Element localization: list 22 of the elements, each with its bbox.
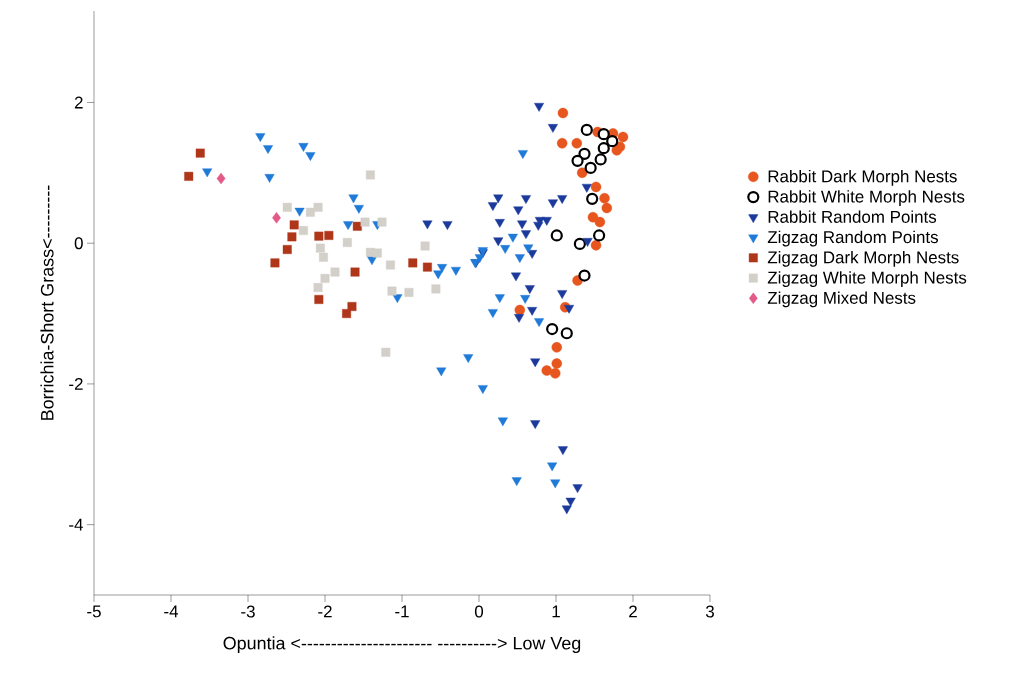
legend-label: Zigzag Mixed Nests — [767, 291, 916, 308]
x-tick-label: -3 — [241, 605, 255, 618]
x-tick-label: 0 — [474, 605, 484, 618]
x-tick-label: 1 — [552, 605, 560, 618]
legend-label: Zigzag Random Points — [767, 230, 938, 247]
legend-label: Rabbit Random Points — [768, 210, 937, 223]
y-tick-label: 2 — [74, 96, 83, 109]
legend-label: Rabbit Dark Morph Nests — [768, 169, 957, 186]
y-tick-label: -2 — [69, 378, 83, 390]
y-tick-label: 0 — [74, 237, 83, 250]
y-axis-title: Borrichia-Short Grass<--------- — [40, 185, 54, 420]
x-tick-label: -4 — [164, 605, 179, 618]
x-tick-label: 2 — [629, 605, 637, 618]
x-tick-label: 3 — [705, 605, 714, 618]
legend-label: Zigzag Dark Morph Nests — [767, 250, 959, 267]
x-tick-label: -5 — [87, 605, 101, 618]
y-tick-label: -4 — [69, 518, 83, 531]
x-tick-label: -1 — [395, 605, 409, 618]
legend-label: Rabbit White Morph Nests — [768, 190, 965, 206]
legend-label: Zigzag White Morph Nests — [767, 271, 967, 287]
x-tick-label: -2 — [318, 605, 332, 618]
x-axis-title: Opuntia <---------------------- ----------> Low Veg — [223, 636, 581, 654]
